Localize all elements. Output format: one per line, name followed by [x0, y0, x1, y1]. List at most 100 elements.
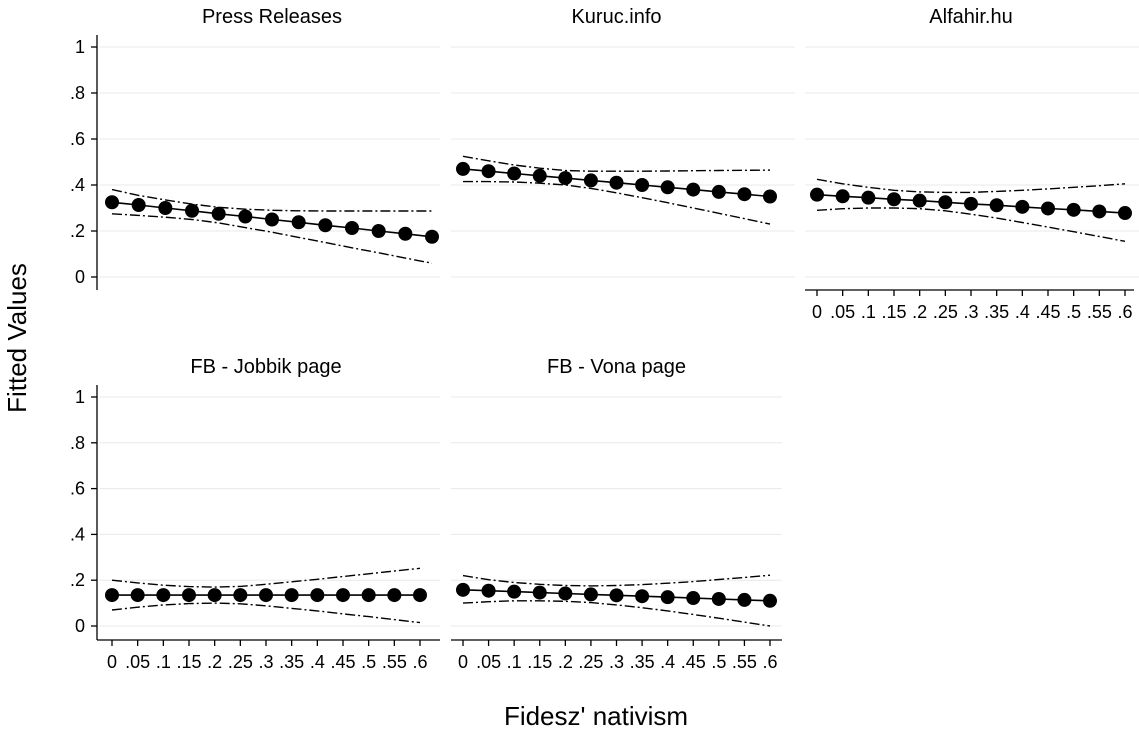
fitted-point	[158, 201, 173, 215]
fitted-point	[558, 586, 573, 601]
x-tick-label: .2	[558, 652, 573, 672]
ci-upper-line	[111, 188, 432, 212]
fitted-point	[711, 184, 726, 199]
fitted-point	[233, 588, 248, 603]
fitted-point	[507, 584, 522, 599]
panel-title: FB - Jobbik page	[190, 356, 341, 378]
fitted-point	[861, 190, 876, 205]
x-tick-label: .4	[1015, 302, 1030, 322]
fitted-point	[265, 212, 279, 227]
panel-press-releases: Press Releases 0 .2 .4 .6 .8 1	[70, 6, 440, 290]
y-tick-label: .8	[70, 83, 85, 103]
fitted-point	[291, 215, 306, 230]
y-tick-label: .2	[70, 221, 85, 241]
y-tick-label: 1	[75, 37, 85, 57]
y-tick-label: .8	[70, 433, 85, 453]
fitted-point	[361, 588, 376, 603]
x-tick-label: .1	[861, 302, 876, 322]
fitted-point	[609, 175, 624, 190]
fitted-point	[284, 588, 299, 603]
y-tick-label: 0	[75, 267, 85, 287]
fitted-point	[1041, 201, 1055, 216]
ci-upper-line	[462, 155, 771, 172]
x-tick-label: .45	[330, 652, 355, 672]
fitted-point	[583, 587, 598, 602]
fitted-point	[810, 187, 824, 202]
panel-kuruc-info: Kuruc.info	[451, 6, 795, 278]
x-tick-label: .6	[1117, 302, 1132, 322]
x-tick-label: .5	[711, 652, 726, 672]
x-tick-label: .15	[881, 302, 906, 322]
ci-lower-line	[816, 207, 1126, 242]
ci-lower-line	[462, 600, 771, 627]
panel-fb-jobbik-page: FB - Jobbik page 0 .2 .4 .6 .8 1 0 .05 .1.15 .2 .25…	[70, 356, 440, 672]
x-tick-label: .15	[527, 652, 552, 672]
fitted-point	[887, 192, 901, 207]
x-axis-title: Fidesz' nativism	[504, 701, 688, 731]
fitted-point	[481, 164, 496, 179]
fitted-point	[686, 591, 701, 606]
fitted-point	[660, 590, 675, 605]
fitted-point	[1066, 202, 1081, 217]
fitted-point	[211, 206, 226, 221]
fitted-point	[989, 198, 1004, 213]
ci-upper-line	[111, 567, 421, 588]
fitted-point	[105, 195, 119, 210]
fitted-point	[532, 585, 547, 600]
x-tick-label: .2	[912, 302, 927, 322]
x-tick-label: .4	[660, 652, 675, 672]
fitted-point	[635, 589, 650, 604]
fitted-point	[938, 195, 953, 210]
y-tick-label: 1	[75, 387, 85, 407]
fitted-point	[318, 218, 333, 233]
ci-upper-line	[462, 574, 771, 587]
fitted-point	[425, 229, 439, 244]
fitted-point	[130, 588, 145, 603]
x-tick-label: .25	[933, 302, 958, 322]
fitted-point	[912, 193, 927, 208]
fitted-point	[336, 588, 350, 603]
x-tick-label: .25	[578, 652, 603, 672]
x-tick-label: .05	[830, 302, 855, 322]
x-tick-label: .6	[762, 652, 777, 672]
y-tick-label: .4	[70, 524, 85, 544]
x-tick-label: .1	[156, 652, 171, 672]
x-tick-label: .3	[258, 652, 273, 672]
fitted-point	[456, 582, 470, 597]
panel-title: Press Releases	[202, 6, 342, 28]
fitted-point	[835, 189, 850, 204]
y-tick-label: .6	[70, 479, 85, 499]
fitted-point	[238, 209, 253, 224]
x-tick-label: .2	[207, 652, 222, 672]
x-tick-label: .3	[609, 652, 624, 672]
fitted-point	[686, 182, 701, 197]
fitted-point	[609, 588, 624, 603]
fitted-point	[387, 588, 402, 603]
y-tick-label: .2	[70, 570, 85, 590]
fitted-point	[507, 166, 522, 181]
fitted-point	[1015, 199, 1030, 214]
x-tick-label: .5	[1066, 302, 1081, 322]
ci-lower-line	[111, 602, 421, 624]
x-tick-label: .55	[382, 652, 407, 672]
x-tick-label: .5	[361, 652, 376, 672]
x-tick-label: .45	[1035, 302, 1060, 322]
x-tick-label: .3	[963, 302, 978, 322]
x-tick-label: .55	[1087, 302, 1112, 322]
fitted-point	[413, 588, 427, 603]
fitted-point	[398, 226, 413, 241]
ci-lower-line	[463, 180, 771, 225]
x-tick-label: .45	[681, 652, 706, 672]
x-tick-label: .35	[279, 652, 304, 672]
fitted-point	[763, 189, 777, 204]
x-tick-label: .6	[412, 652, 427, 672]
panel-title: FB - Vona page	[547, 356, 686, 378]
x-tick-label: .55	[732, 652, 757, 672]
fitted-point	[207, 588, 222, 603]
fitted-point	[259, 588, 273, 603]
fitted-point	[156, 588, 171, 603]
fitted-point	[964, 196, 978, 211]
fitted-point	[345, 221, 359, 236]
fitted-point	[737, 187, 752, 202]
fitted-point	[481, 583, 496, 598]
